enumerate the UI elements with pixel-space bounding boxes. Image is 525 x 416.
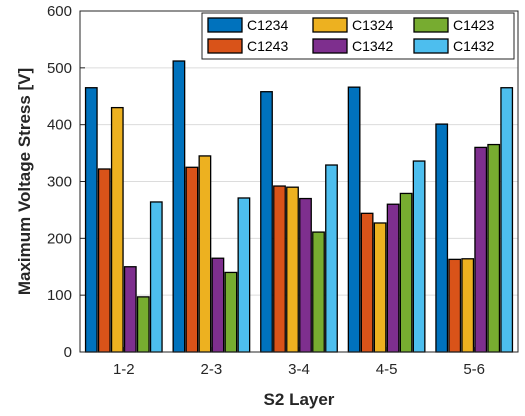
legend-label-c1324: C1324: [352, 17, 393, 33]
legend-label-c1423: C1423: [453, 17, 494, 33]
bar-c1243-1-2: [97, 168, 111, 353]
bar-c1234-1-2: [84, 87, 98, 353]
legend-swatch-c1432: [413, 38, 449, 54]
bar-c1423-5-6: [487, 143, 501, 353]
bar-c1342-4-5: [386, 203, 400, 353]
bar-c1432-1-2: [149, 201, 163, 353]
x-axis-title: S2 Layer: [264, 390, 335, 409]
legend-swatch-c1342: [312, 38, 348, 54]
legend-swatch-c1324: [312, 17, 348, 33]
bar-c1243-2-3: [185, 166, 199, 353]
legend-label-c1342: C1342: [352, 38, 393, 54]
bar-c1423-3-4: [312, 231, 325, 353]
x-tick-label: 3-4: [288, 361, 310, 378]
y-tick-label: 400: [47, 117, 72, 134]
bar-c1342-5-6: [474, 146, 488, 353]
bar-c1423-1-2: [136, 296, 150, 353]
x-tick-label: 2-3: [201, 361, 223, 378]
bar-c1234-4-5: [347, 86, 361, 353]
bars: [84, 60, 514, 353]
legend-swatch-c1423: [413, 17, 449, 33]
bar-c1324-4-5: [373, 222, 387, 353]
bar-c1423-2-3: [224, 271, 238, 353]
legend-label-c1243: C1243: [247, 38, 288, 54]
bar-c1342-3-4: [299, 197, 312, 353]
bar-c1432-5-6: [500, 87, 514, 353]
legend-label-c1234: C1234: [247, 17, 288, 33]
x-tick-label: 5-6: [463, 361, 485, 378]
y-tick-label: 500: [47, 60, 72, 77]
x-tick-label: 1-2: [113, 361, 135, 378]
bar-c1324-5-6: [461, 258, 475, 353]
bar-c1243-3-4: [273, 185, 286, 353]
legend: C1234 C1243 C1324 C1342 C1423 C1432: [201, 12, 515, 60]
bar-c1324-3-4: [286, 186, 299, 353]
legend-swatch-c1243: [207, 38, 243, 54]
bar-c1324-1-2: [110, 106, 124, 353]
bar-c1432-2-3: [237, 197, 251, 353]
x-tick-label: 4-5: [376, 361, 398, 378]
bar-c1234-5-6: [435, 123, 449, 353]
y-tick-label: 600: [47, 3, 72, 20]
y-tick-label: 0: [64, 344, 72, 361]
y-axis-title: Maximum Voltage Stress [V]: [15, 68, 34, 295]
legend-box: [201, 12, 515, 60]
y-tick-label: 200: [47, 230, 72, 247]
bar-c1432-4-5: [412, 160, 426, 353]
bar-c1423-4-5: [399, 192, 413, 353]
bar-c1432-3-4: [325, 164, 338, 353]
x-axis-ticks: 1-2 2-3 3-4 4-5 5-6: [113, 347, 485, 378]
y-axis-ticks: 0 100 200 300 400 500 600: [47, 3, 85, 361]
bar-c1234-2-3: [172, 60, 186, 353]
y-tick-label: 300: [47, 174, 72, 191]
legend-swatch-c1234: [207, 17, 243, 33]
legend-label-c1432: C1432: [453, 38, 494, 54]
bar-c1324-2-3: [198, 155, 212, 353]
bar-c1243-4-5: [360, 212, 374, 353]
y-tick-label: 100: [47, 287, 72, 304]
bar-c1243-5-6: [448, 258, 462, 353]
bar-c1234-3-4: [260, 91, 273, 353]
bar-c1342-2-3: [211, 257, 225, 353]
bar-c1342-1-2: [123, 266, 137, 353]
